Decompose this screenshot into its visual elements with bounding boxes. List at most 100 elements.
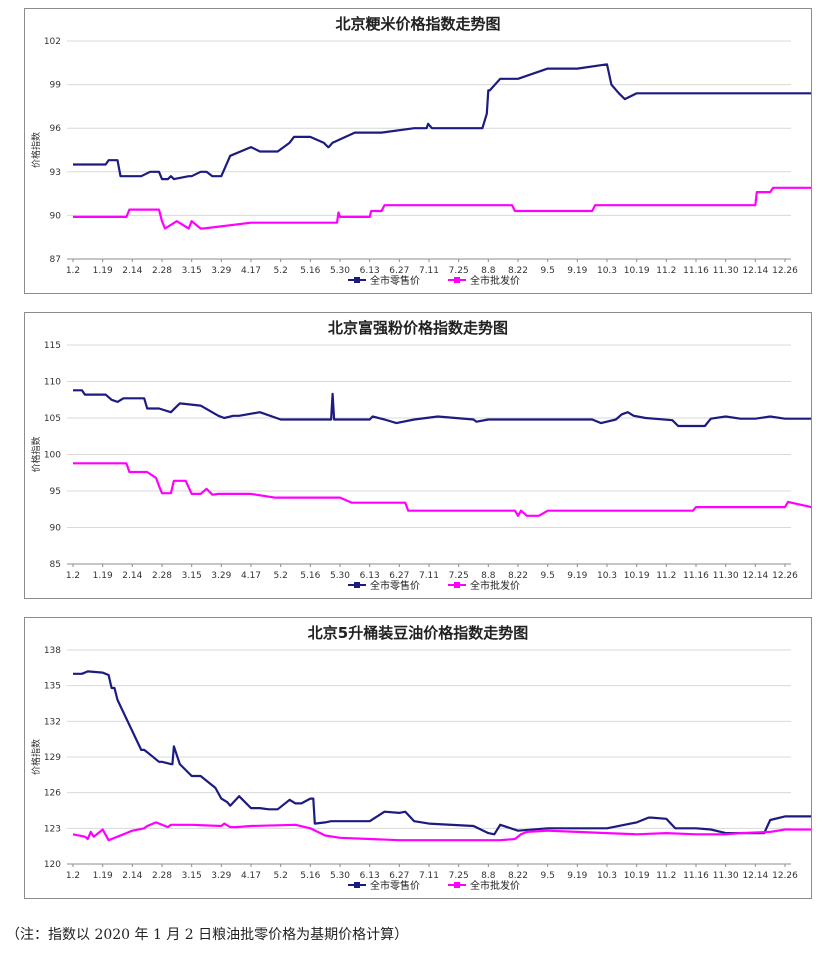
x-tick-label: 7.11	[419, 266, 439, 276]
x-tick-label: 1.19	[93, 266, 113, 276]
x-tick-label: 2.14	[122, 571, 142, 581]
x-tick-label: 8.8	[481, 266, 496, 276]
x-tick-label: 5.16	[300, 871, 320, 881]
y-tick-label: 93	[50, 168, 61, 178]
x-tick-label: 6.27	[389, 571, 409, 581]
x-tick-label: 7.11	[419, 571, 439, 581]
x-tick-label: 10.19	[624, 871, 650, 881]
chart-title: 北京富强粉价格指数走势图	[328, 319, 508, 337]
x-tick-label: 6.27	[389, 871, 409, 881]
legend-item-retail: 全市零售价	[348, 879, 420, 892]
x-tick-label: 3.29	[211, 571, 231, 581]
x-tick-label: 8.22	[508, 871, 528, 881]
y-tick-label: 115	[44, 341, 61, 351]
legend-item-wholesale: 全市批发价	[448, 879, 520, 892]
x-tick-label: 4.17	[241, 571, 261, 581]
legend-marker	[354, 582, 360, 588]
chart-panel-soybean-oil: 北京5升桶装豆油价格指数走势图 价格指数 120 123 126 129 132 135 138…	[24, 617, 812, 899]
y-tick-label: 123	[44, 824, 61, 834]
x-tick-label: 1.19	[93, 871, 113, 881]
x-tick-label: 10.3	[597, 266, 617, 276]
x-tick-label: 3.29	[211, 266, 231, 276]
x-tick-label: 7.25	[449, 871, 469, 881]
x-tick-label: 12.26	[772, 266, 798, 276]
x-tick-label: 5.2	[274, 266, 288, 276]
x-tick-label: 11.16	[683, 871, 709, 881]
x-tick-label: 11.30	[713, 871, 739, 881]
x-tick-label: 5.30	[330, 871, 350, 881]
x-tick-label: 2.28	[152, 871, 172, 881]
x-tick-label: 9.19	[567, 266, 587, 276]
x-tick-label: 5.16	[300, 571, 320, 581]
footnote: （注：指数以 2020 年 1 月 2 日粮油批零价格为基期价格计算）	[6, 927, 409, 943]
series-line-retail	[73, 670, 811, 836]
y-tick-label: 85	[50, 560, 61, 570]
y-tick-label: 129	[44, 753, 61, 763]
y-axis-label: 价格指数	[30, 436, 42, 472]
x-tick-label: 10.3	[597, 571, 617, 581]
x-tick-label: 1.19	[93, 571, 113, 581]
x-tick-label: 12.26	[772, 571, 798, 581]
x-tick-label: 6.27	[389, 266, 409, 276]
x-tick-label: 11.16	[683, 571, 709, 581]
x-tick-label: 6.13	[360, 266, 380, 276]
y-tick-label: 138	[44, 646, 61, 656]
x-tick-label: 10.19	[624, 571, 650, 581]
series-line-wholesale	[72, 821, 811, 842]
x-tick-label: 5.2	[274, 571, 288, 581]
x-tick-label: 11.2	[656, 266, 676, 276]
x-tick-label: 2.28	[152, 571, 172, 581]
x-tick-label: 5.2	[274, 871, 288, 881]
x-tick-label: 5.16	[300, 266, 320, 276]
y-tick-label: 99	[50, 81, 62, 91]
x-tick-label: 8.22	[508, 266, 528, 276]
chart-panel-flour: 北京富强粉价格指数走势图 价格指数 85 90 95 100 105 110 115 1.2 1.1…	[24, 312, 812, 599]
legend-item-retail: 全市零售价	[348, 579, 420, 592]
x-tick-label: 4.17	[241, 871, 261, 881]
x-tick-label: 11.2	[656, 871, 676, 881]
x-tick-label: 7.25	[449, 571, 469, 581]
x-tick-label: 12.26	[772, 871, 798, 881]
y-tick-label: 120	[44, 860, 61, 870]
legend-label: 全市零售价	[370, 879, 420, 892]
x-tick-label: 11.16	[683, 266, 709, 276]
x-tick-label: 9.19	[567, 871, 587, 881]
x-tick-label: 3.15	[182, 571, 202, 581]
x-tick-label: 2.14	[122, 266, 142, 276]
chart-panel-rice: 北京粳米价格指数走势图 价格指数 87 90 93 96 99 102 1.2 1.19 2.14 2…	[24, 8, 812, 294]
y-tick-label: 100	[44, 451, 61, 461]
y-tick-label: 132	[44, 717, 61, 727]
x-tick-label: 2.28	[152, 266, 172, 276]
x-tick-label: 12.14	[742, 871, 768, 881]
chart-title: 北京5升桶装豆油价格指数走势图	[308, 624, 528, 642]
legend-marker	[354, 277, 360, 283]
series-line-wholesale	[73, 186, 811, 230]
x-tick-label: 8.8	[481, 571, 496, 581]
y-tick-label: 96	[50, 124, 62, 134]
y-tick-label: 135	[44, 682, 61, 692]
x-tick-label: 1.2	[66, 871, 80, 881]
legend-label: 全市批发价	[470, 274, 520, 287]
y-tick-label: 90	[50, 211, 62, 221]
x-tick-label: 10.19	[624, 266, 650, 276]
x-tick-label: 6.13	[360, 871, 380, 881]
x-tick-label: 3.15	[182, 266, 202, 276]
x-tick-label: 12.14	[742, 571, 768, 581]
y-axis-label: 价格指数	[30, 739, 42, 775]
x-tick-label: 5.30	[330, 266, 350, 276]
y-tick-label: 110	[44, 378, 61, 388]
legend-label: 全市批发价	[470, 579, 520, 592]
x-tick-label: 6.13	[360, 571, 380, 581]
legend-item-wholesale: 全市批发价	[448, 579, 520, 592]
legend-label: 全市批发价	[470, 879, 520, 892]
x-tick-label: 1.2	[66, 266, 80, 276]
legend-label: 全市零售价	[370, 579, 420, 592]
series-line-retail	[73, 63, 811, 181]
x-tick-label: 9.19	[567, 571, 587, 581]
y-tick-label: 95	[50, 487, 61, 497]
x-tick-label: 11.30	[713, 266, 739, 276]
x-tick-label: 3.15	[182, 871, 202, 881]
x-tick-label: 9.5	[541, 266, 555, 276]
x-tick-label: 5.30	[330, 571, 350, 581]
